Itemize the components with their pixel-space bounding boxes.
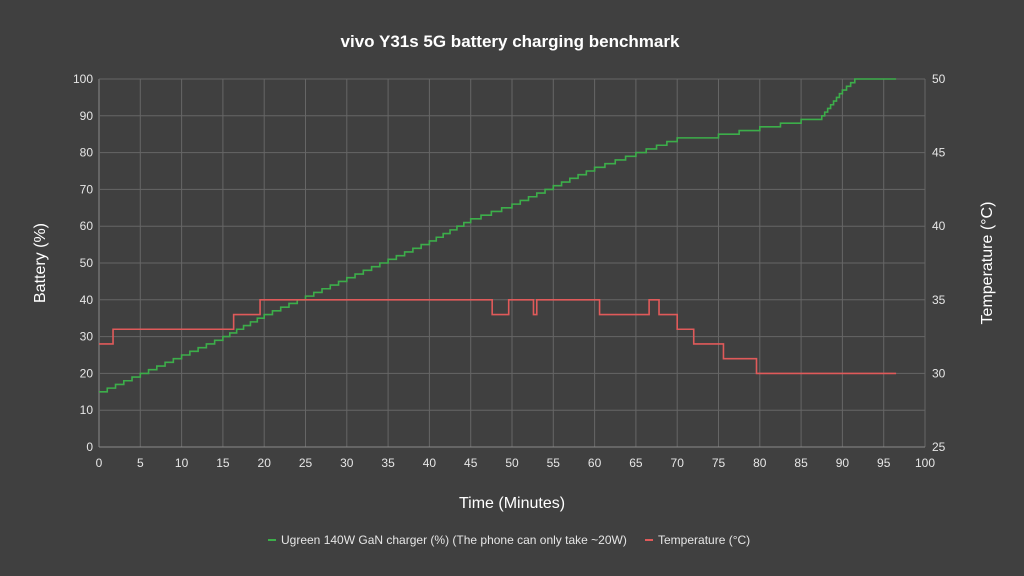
y2-tick-label: 50 xyxy=(932,72,946,86)
y-tick-label: 40 xyxy=(80,293,94,307)
y-tick-label: 90 xyxy=(80,109,94,123)
legend-label-battery: Ugreen 140W GaN charger (%) (The phone c… xyxy=(281,533,627,547)
y-tick-label: 80 xyxy=(80,146,94,160)
x-tick-label: 50 xyxy=(505,456,519,470)
x-tick-label: 30 xyxy=(340,456,354,470)
y-tick-label: 30 xyxy=(80,330,94,344)
x-tick-label: 40 xyxy=(423,456,437,470)
x-tick-label: 20 xyxy=(258,456,272,470)
y-tick-label: 10 xyxy=(80,403,94,417)
legend: Ugreen 140W GaN charger (%) (The phone c… xyxy=(268,533,750,547)
x-axis-label: Time (Minutes) xyxy=(459,495,565,512)
x-tick-label: 80 xyxy=(753,456,767,470)
ticks-layer: 0 5 10 15 20 25 30 35 40 45 50 55 60 65 70 75 80 85 90 95 10… xyxy=(73,72,946,470)
x-tick-label: 60 xyxy=(588,456,602,470)
y-tick-label: 0 xyxy=(86,440,93,454)
x-tick-label: 25 xyxy=(299,456,313,470)
x-tick-label: 95 xyxy=(877,456,891,470)
x-tick-label: 15 xyxy=(216,456,230,470)
grid-layer xyxy=(98,78,926,448)
y2-tick-label: 30 xyxy=(932,366,946,380)
y2-tick-label: 40 xyxy=(932,219,946,233)
series-line-temperature xyxy=(99,299,897,375)
x-tick-label: 90 xyxy=(836,456,850,470)
y2-tick-label: 45 xyxy=(932,146,946,160)
series-line-battery xyxy=(99,78,897,393)
y2-axis-label: Temperature (°C) xyxy=(979,202,996,325)
y-axis-label: Battery (%) xyxy=(32,223,49,303)
x-tick-label: 55 xyxy=(547,456,561,470)
legend-label-temperature: Temperature (°C) xyxy=(658,533,750,547)
x-tick-label: 70 xyxy=(671,456,685,470)
x-tick-label: 100 xyxy=(915,456,935,470)
x-tick-label: 10 xyxy=(175,456,189,470)
y-tick-label: 20 xyxy=(80,366,94,380)
x-tick-label: 75 xyxy=(712,456,726,470)
x-tick-label: 65 xyxy=(629,456,643,470)
x-tick-label: 0 xyxy=(96,456,103,470)
x-tick-label: 45 xyxy=(464,456,478,470)
y-tick-label: 70 xyxy=(80,182,94,196)
y-tick-label: 100 xyxy=(73,72,93,86)
y2-tick-label: 35 xyxy=(932,293,946,307)
y-tick-label: 50 xyxy=(80,256,94,270)
x-tick-label: 85 xyxy=(794,456,808,470)
x-tick-label: 5 xyxy=(137,456,144,470)
y2-tick-label: 25 xyxy=(932,440,946,454)
x-tick-label: 35 xyxy=(381,456,395,470)
y-tick-label: 60 xyxy=(80,219,94,233)
series-layer xyxy=(99,78,897,393)
chart-title: vivo Y31s 5G battery charging benchmark xyxy=(341,32,680,51)
